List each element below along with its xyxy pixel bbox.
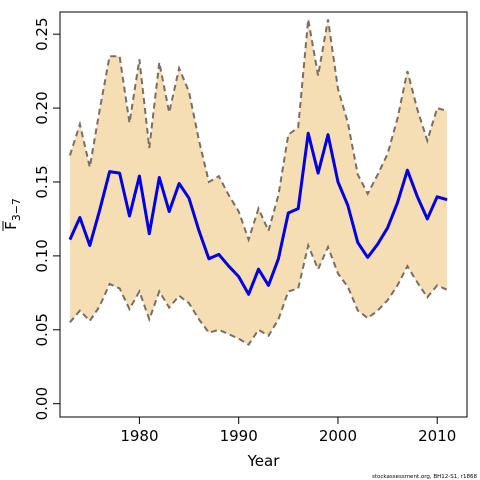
credit-text: stockassessment.org, BH12-S1, r1868: [372, 474, 478, 480]
x-tick-label: 2010: [418, 427, 456, 445]
x-tick-label: 1990: [220, 427, 258, 445]
lower-bound-line: [69, 242, 448, 346]
upper-bound-line: [68, 19, 448, 243]
y-tick-label: 0.00: [33, 387, 51, 420]
y-tick-label: 0.20: [33, 91, 51, 124]
y-tick-label: 0.05: [33, 313, 51, 346]
plot-frame: [59, 11, 468, 418]
y-tick-label: 0.15: [33, 165, 51, 198]
confidence-band: [69, 19, 448, 345]
x-tick-label: 2000: [319, 427, 357, 445]
x-axis: 1980 1990 2000 2010: [120, 417, 456, 445]
y-axis-label: F3−7: [2, 198, 23, 231]
y-axis-label-base: F: [2, 221, 20, 230]
x-axis-label: Year: [247, 452, 281, 470]
svg-text:F3−7: F3−7: [2, 198, 23, 230]
y-tick-label: 0.25: [33, 17, 51, 50]
y-axis: 0.00 0.05 0.10 0.15 0.20 0.25: [33, 17, 60, 420]
estimate-line: [68, 131, 448, 296]
y-axis-label-subscript: 3−7: [10, 198, 23, 221]
y-tick-label: 0.10: [33, 239, 51, 272]
x-tick-label: 1980: [120, 427, 158, 445]
